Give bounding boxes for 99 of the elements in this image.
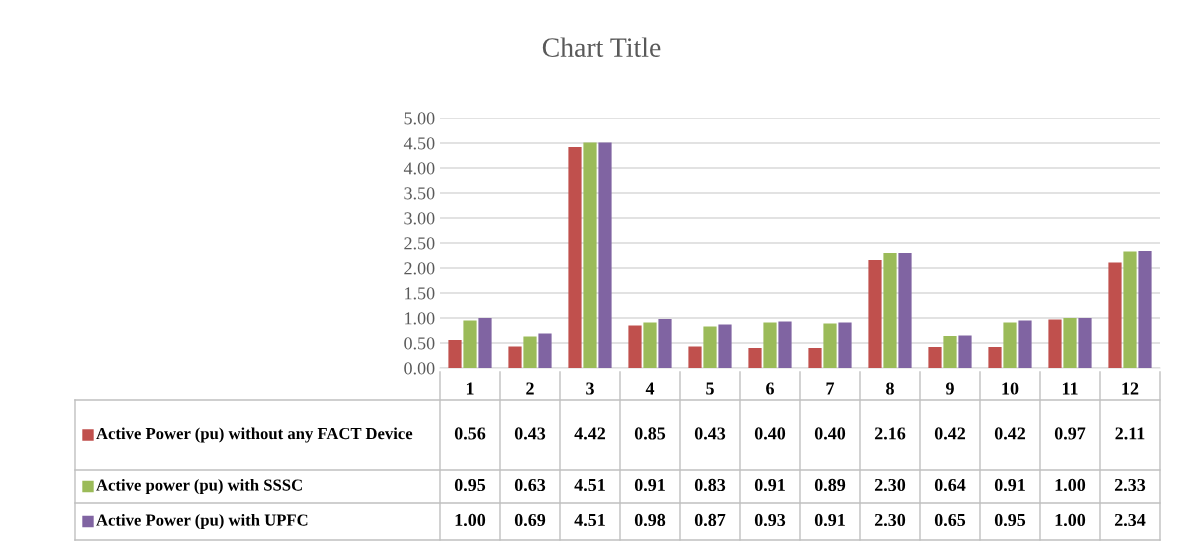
- y-tick-label: 3.50: [404, 187, 435, 200]
- bar: [838, 322, 852, 368]
- bar: [808, 348, 822, 368]
- data-label: 0.83: [694, 478, 726, 492]
- data-label: 0.42: [994, 427, 1026, 440]
- x-tick-label: 4: [645, 382, 655, 395]
- data-label: 0.42: [934, 427, 966, 440]
- bar: [988, 347, 1002, 368]
- y-tick-label: 0.00: [404, 362, 435, 375]
- bar: [583, 142, 597, 368]
- y-tick-label: 3.00: [404, 212, 435, 225]
- bar: [928, 347, 942, 368]
- bar: [1018, 320, 1032, 368]
- x-tick-label: 1: [466, 382, 474, 395]
- data-label: 4.51: [574, 513, 605, 527]
- data-label: 2.11: [1115, 427, 1145, 440]
- data-label: 0.43: [694, 427, 726, 440]
- bar: [958, 335, 972, 368]
- data-label: 0.97: [1054, 427, 1086, 440]
- bar: [748, 348, 762, 368]
- data-label: 2.16: [874, 427, 906, 440]
- y-tick-label: 2.00: [404, 262, 435, 275]
- chart-title: Chart Title: [542, 37, 661, 57]
- data-label: 0.89: [814, 478, 846, 492]
- bar: [883, 253, 897, 368]
- bar: [598, 142, 612, 368]
- data-label: 0.40: [754, 427, 786, 440]
- data-label: 0.95: [994, 513, 1026, 527]
- bar: [1138, 251, 1152, 368]
- data-label: 2.30: [874, 478, 906, 492]
- x-tick-label: 5: [706, 382, 714, 395]
- bar: [448, 340, 462, 368]
- x-tick-label: 2: [526, 382, 534, 395]
- bar: [823, 323, 837, 368]
- x-tick-label: 7: [826, 382, 835, 395]
- data-label: 0.85: [634, 427, 666, 440]
- x-tick-label: 9: [945, 382, 954, 395]
- data-label: 1.00: [1055, 513, 1086, 527]
- legend-label: Active Power (pu) without any FACT Device: [96, 427, 413, 443]
- bar: [463, 320, 477, 368]
- y-tick-label: 1.50: [405, 287, 435, 300]
- data-label: 1.00: [1055, 478, 1086, 492]
- bar: [478, 318, 492, 368]
- bar: [628, 325, 642, 368]
- bar: [763, 322, 777, 368]
- bar: [703, 326, 717, 368]
- bar: [1048, 319, 1062, 368]
- y-tick-label: 5.00: [404, 112, 435, 125]
- bar: [718, 324, 732, 368]
- x-tick-label: 8: [886, 382, 894, 395]
- data-label: 0.63: [514, 478, 546, 492]
- legend-label: Active Power (pu) with UPFC: [96, 513, 308, 530]
- x-tick-label: 12: [1122, 382, 1139, 395]
- bar: [1063, 318, 1077, 368]
- x-tick-label: 11: [1062, 382, 1078, 395]
- data-label: 2.34: [1114, 513, 1146, 527]
- data-label: 0.91: [994, 478, 1025, 492]
- data-label: 0.93: [754, 513, 786, 527]
- data-label: 0.91: [634, 478, 665, 492]
- bar: [943, 336, 957, 368]
- legend-label: Active power (pu) with SSSC: [96, 478, 302, 495]
- data-label: 0.40: [814, 427, 846, 440]
- data-label: 0.87: [694, 513, 726, 527]
- data-label: 0.91: [754, 478, 785, 492]
- data-label: 0.98: [634, 513, 666, 527]
- x-tick-label: 6: [766, 382, 774, 395]
- data-label: 0.69: [514, 513, 546, 527]
- x-tick-label: 3: [586, 382, 594, 395]
- y-tick-label: 4.00: [403, 162, 435, 175]
- bar: [508, 346, 522, 368]
- bar: [538, 333, 552, 368]
- x-tick-label: 10: [1002, 382, 1019, 395]
- bar: [688, 346, 702, 368]
- data-label: 2.30: [874, 513, 906, 527]
- bar: [643, 322, 657, 368]
- data-label: 0.91: [814, 513, 845, 527]
- data-label: 2.33: [1114, 478, 1146, 492]
- data-label: 0.95: [454, 478, 486, 492]
- data-label: 0.65: [934, 513, 966, 527]
- data-label: 4.51: [574, 478, 605, 492]
- data-label: 1.00: [455, 513, 486, 527]
- bar: [898, 253, 912, 368]
- bar: [1003, 322, 1017, 368]
- y-tick-label: 2.50: [404, 237, 435, 250]
- y-tick-label: 0.50: [404, 337, 435, 350]
- bar: [1078, 318, 1092, 368]
- bar: [1108, 262, 1122, 368]
- bar: [523, 336, 537, 368]
- y-tick-label: 1.00: [405, 312, 435, 325]
- bar: [658, 319, 672, 368]
- data-label: 4.42: [574, 427, 606, 440]
- data-label: 0.64: [934, 478, 966, 492]
- bar: [778, 321, 792, 368]
- y-tick-label: 4.50: [403, 137, 435, 150]
- bar: [568, 147, 582, 368]
- data-label: 0.43: [514, 427, 546, 440]
- data-label: 0.56: [454, 427, 486, 440]
- bar: [868, 260, 882, 368]
- bar: [1123, 251, 1137, 368]
